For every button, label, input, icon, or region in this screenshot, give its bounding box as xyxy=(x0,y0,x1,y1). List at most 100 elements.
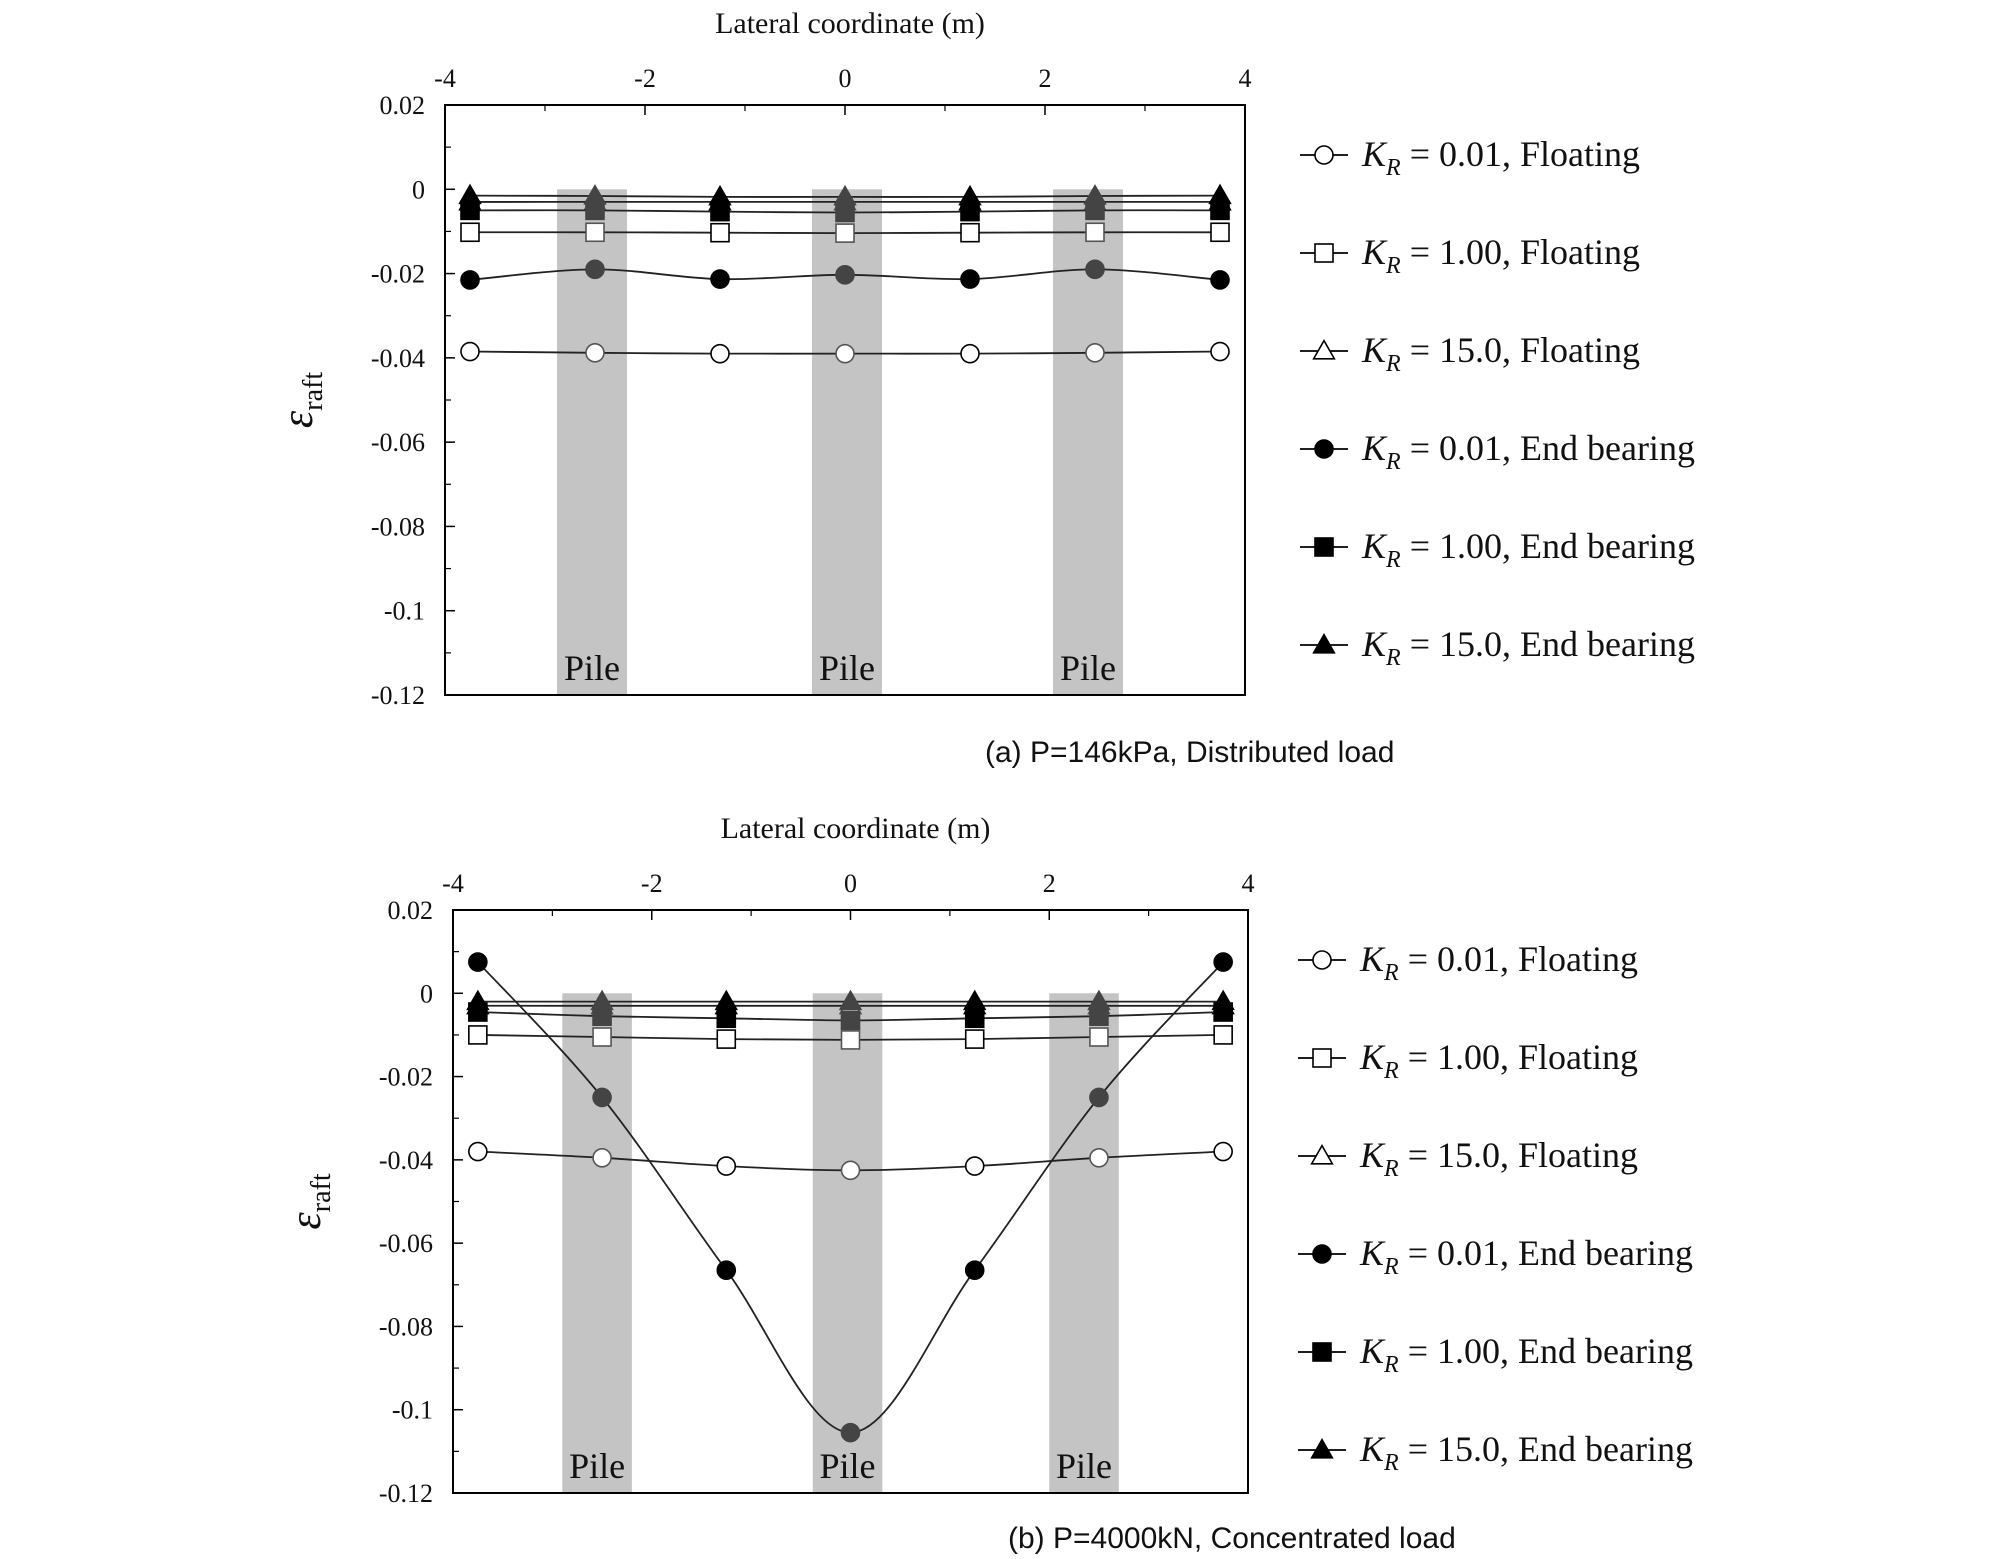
legend-label: KR = 15.0, End bearing xyxy=(1359,1429,1693,1476)
data-point xyxy=(840,1030,861,1050)
y-tick-label: -0.02 xyxy=(379,1063,433,1092)
legend-k-symbol: K xyxy=(1359,1429,1386,1469)
data-point xyxy=(1213,1025,1233,1045)
series-kr-0_01-end-bearing xyxy=(460,259,1230,290)
legend-condition: End bearing xyxy=(1518,1233,1693,1273)
y-tick-label: -0.08 xyxy=(379,1312,433,1341)
data-point xyxy=(460,341,480,362)
x-tick-label: -4 xyxy=(442,869,464,898)
legend-entry: KR = 15.0, Floating xyxy=(1300,330,1640,377)
legend-label: KR = 1.00, End bearing xyxy=(1361,526,1695,573)
x-axis-label: Lateral coordinate (m) xyxy=(715,7,985,40)
data-point xyxy=(458,183,482,205)
legend-eq: = xyxy=(1401,134,1439,174)
y-tick-label: 0 xyxy=(420,979,433,1008)
legend-label: KR = 1.00, Floating xyxy=(1359,1037,1638,1084)
legend-k-subscript: R xyxy=(1385,645,1401,671)
data-point xyxy=(592,1027,612,1047)
pile-band xyxy=(562,993,632,1493)
pile-label: Pile xyxy=(819,648,875,688)
y-tick-label: 0.02 xyxy=(380,91,426,120)
data-point xyxy=(714,989,739,1011)
x-tick-label: -2 xyxy=(634,64,656,93)
y-tick-label: -0.12 xyxy=(379,1479,433,1508)
legend-label: KR = 15.0, Floating xyxy=(1361,330,1640,377)
y-tick-label: 0.02 xyxy=(388,896,434,925)
data-point xyxy=(1208,183,1232,205)
legend-marker xyxy=(1314,537,1334,557)
data-point xyxy=(592,1087,612,1108)
legend-entry: KR = 15.0, End bearing xyxy=(1300,624,1695,671)
legend-kr-value: 0.01 xyxy=(1439,428,1502,468)
data-point xyxy=(838,989,863,1011)
series-kr-15_0-end-bearing xyxy=(458,183,1232,206)
x-tick-label: 4 xyxy=(1242,869,1255,898)
legend-k-symbol: K xyxy=(1361,232,1388,272)
x-tick-label: 2 xyxy=(1043,869,1056,898)
legend-k-symbol: K xyxy=(1361,624,1388,664)
legend-marker xyxy=(1314,145,1334,165)
legend-condition: End bearing xyxy=(1520,624,1695,664)
data-point xyxy=(585,342,605,363)
legend-kr-value: 15.0 xyxy=(1437,1135,1500,1175)
data-point xyxy=(710,269,730,289)
legend-condition: Floating xyxy=(1520,330,1640,370)
data-point xyxy=(585,259,605,280)
legend-kr-value: 0.01 xyxy=(1439,134,1502,174)
legend-marker xyxy=(1312,633,1336,654)
data-point xyxy=(964,1260,985,1281)
legend-marker xyxy=(1314,439,1334,459)
legend-eq: = xyxy=(1401,624,1439,664)
legend-k-subscript: R xyxy=(1385,351,1401,377)
legend-sep: , xyxy=(1500,939,1518,979)
legend-marker xyxy=(1312,1048,1332,1068)
data-point xyxy=(1089,1087,1109,1108)
pile-band xyxy=(812,189,882,696)
pile-label: Pile xyxy=(820,1446,876,1486)
data-point xyxy=(840,1010,861,1031)
legend-condition: End bearing xyxy=(1520,526,1695,566)
data-point xyxy=(583,184,607,205)
y-tick-label: -0.02 xyxy=(371,260,425,289)
data-point xyxy=(962,989,987,1011)
y-axis-label-subscript: raft xyxy=(306,1173,337,1212)
y-tick-label: -0.1 xyxy=(384,597,425,626)
legend-entry: KR = 0.01, Floating xyxy=(1300,134,1640,181)
y-tick-label: -0.06 xyxy=(371,428,425,457)
legend-marker xyxy=(1310,1144,1334,1165)
data-point xyxy=(590,989,614,1011)
legend-sep: , xyxy=(1502,232,1520,272)
y-axis-label-symbol: ε xyxy=(273,410,322,428)
legend-condition: End bearing xyxy=(1518,1429,1693,1469)
data-point xyxy=(1085,222,1105,243)
data-point xyxy=(710,343,730,364)
legend-k-symbol: K xyxy=(1361,330,1388,370)
legend-sep: , xyxy=(1500,1331,1518,1371)
data-point xyxy=(1210,270,1230,290)
y-tick-label: -0.06 xyxy=(379,1229,433,1258)
series-kr-0_01-floating xyxy=(468,1141,1233,1181)
y-tick-label: -0.04 xyxy=(371,344,425,373)
legend-k-subscript: R xyxy=(1383,1156,1399,1182)
series-kr-0_01-floating xyxy=(460,341,1230,364)
legend-entry: KR = 0.01, End bearing xyxy=(1300,428,1695,475)
pile-band xyxy=(1049,993,1119,1493)
legend-kr-value: 1.00 xyxy=(1439,526,1502,566)
data-point xyxy=(716,1156,737,1176)
data-point xyxy=(716,1029,737,1049)
x-tick-label: 0 xyxy=(839,64,852,93)
legend-k-symbol: K xyxy=(1361,428,1388,468)
legend-eq: = xyxy=(1399,1429,1437,1469)
legend-eq: = xyxy=(1401,428,1439,468)
data-point xyxy=(1089,1027,1109,1047)
data-point xyxy=(964,1008,985,1029)
legend-k-subscript: R xyxy=(1385,449,1401,475)
legend-marker xyxy=(1312,339,1336,360)
data-point xyxy=(1083,184,1107,205)
data-point xyxy=(1087,989,1111,1011)
legend-marker xyxy=(1312,950,1332,970)
legend-condition: Floating xyxy=(1520,232,1640,272)
data-point xyxy=(840,1160,861,1181)
legend-marker xyxy=(1310,1438,1334,1459)
